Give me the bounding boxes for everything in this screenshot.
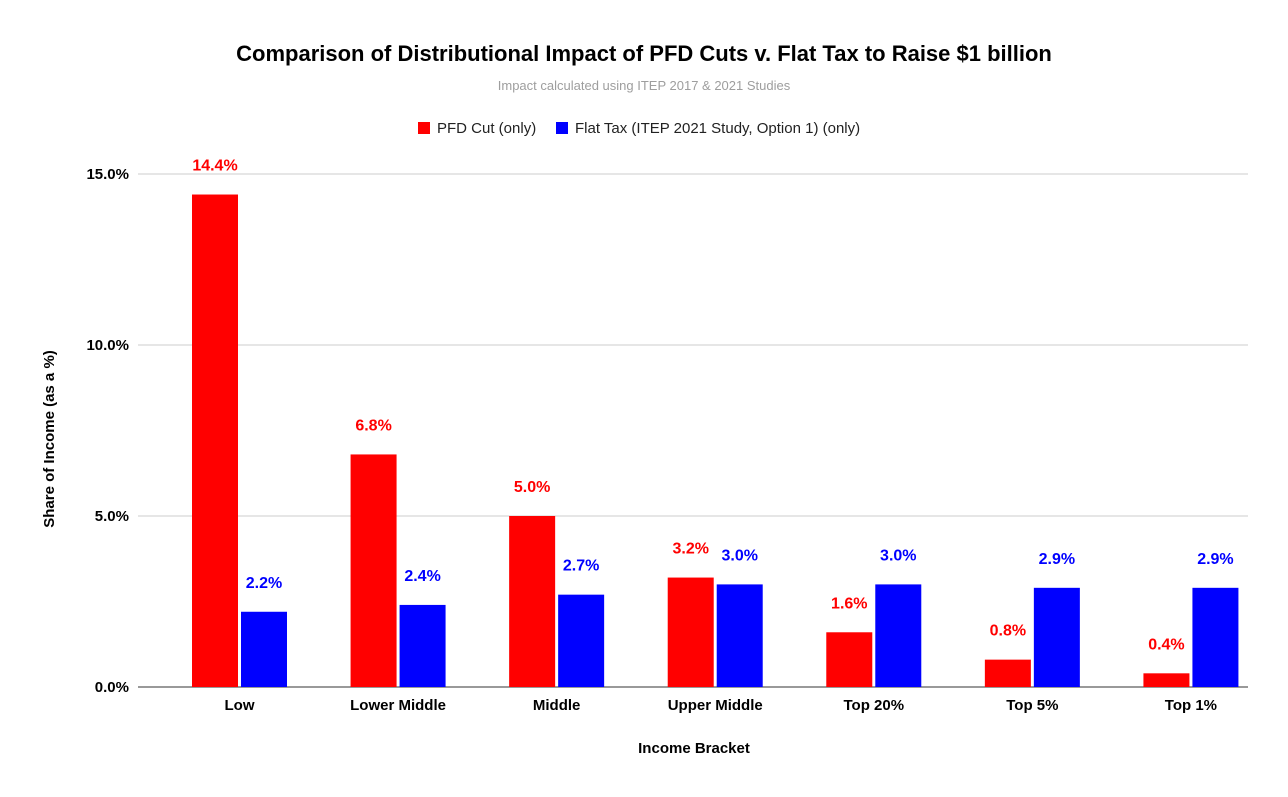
data-labels: 14.4% 2.2% 6.8% 2.4% 5.0% 2.7% 3.2% 3.0% 1.6% 3.0…: [192, 158, 1233, 654]
data-label: 3.2%: [672, 541, 708, 558]
data-label: 2.4%: [404, 568, 440, 585]
bars: [192, 194, 1239, 687]
bar-pfd-cut: [350, 454, 397, 687]
bar-pfd-cut: [192, 194, 238, 687]
legend-swatch-flat-tax: [556, 122, 568, 134]
data-label: 2.9%: [1039, 551, 1075, 568]
bar-flat-tax: [716, 584, 763, 687]
x-tick-label: Upper Middle: [668, 697, 763, 714]
x-axis-ticks: Low Lower Middle Middle Upper Middle Top 20%…: [225, 697, 1218, 714]
legend: PFD Cut (only) Flat Tax (ITEP 2021 Study…: [418, 120, 860, 137]
data-label: 14.4%: [192, 158, 237, 175]
y-tick-label: 0.0%: [95, 679, 129, 696]
x-tick-label: Middle: [533, 697, 581, 714]
bar-flat-tax: [241, 611, 287, 687]
y-tick-label: 5.0%: [95, 508, 129, 525]
data-label: 2.2%: [246, 575, 282, 592]
y-axis-title: Share of Income (as a %): [41, 350, 58, 528]
y-axis-ticks: 0.0% 5.0% 10.0% 15.0%: [86, 166, 129, 696]
bar-flat-tax: [558, 594, 605, 687]
x-tick-label: Top 20%: [843, 697, 904, 714]
data-label: 1.6%: [831, 595, 867, 612]
bar-pfd-cut: [509, 516, 556, 687]
legend-label-pfd-cut: PFD Cut (only): [437, 120, 536, 137]
data-label: 2.7%: [563, 558, 599, 575]
legend-label-flat-tax: Flat Tax (ITEP 2021 Study, Option 1) (on…: [575, 120, 860, 137]
bar-flat-tax: [399, 604, 446, 687]
y-tick-label: 10.0%: [86, 337, 129, 354]
data-label: 0.4%: [1148, 636, 1184, 653]
data-label: 3.0%: [721, 547, 757, 564]
bar-pfd-cut: [826, 632, 873, 687]
bar-pfd-cut: [667, 577, 714, 687]
data-label: 3.0%: [880, 547, 916, 564]
data-label: 5.0%: [514, 479, 550, 496]
x-tick-label: Lower Middle: [350, 697, 446, 714]
bar-flat-tax: [1033, 587, 1080, 687]
chart-subtitle: Impact calculated using ITEP 2017 & 2021…: [498, 78, 791, 93]
bar-flat-tax: [875, 584, 922, 687]
data-label: 0.8%: [990, 623, 1026, 640]
bar-pfd-cut: [1143, 673, 1190, 687]
x-tick-label: Low: [225, 697, 255, 714]
bar-pfd-cut: [984, 659, 1031, 687]
x-tick-label: Top 1%: [1165, 697, 1217, 714]
legend-swatch-pfd-cut: [418, 122, 430, 134]
x-tick-label: Top 5%: [1006, 697, 1058, 714]
y-tick-label: 15.0%: [86, 166, 129, 183]
data-label: 6.8%: [355, 417, 391, 434]
data-label: 2.9%: [1197, 551, 1233, 568]
chart-title: Comparison of Distributional Impact of P…: [236, 41, 1052, 66]
x-axis-title: Income Bracket: [638, 740, 750, 757]
bar-flat-tax: [1192, 587, 1239, 687]
